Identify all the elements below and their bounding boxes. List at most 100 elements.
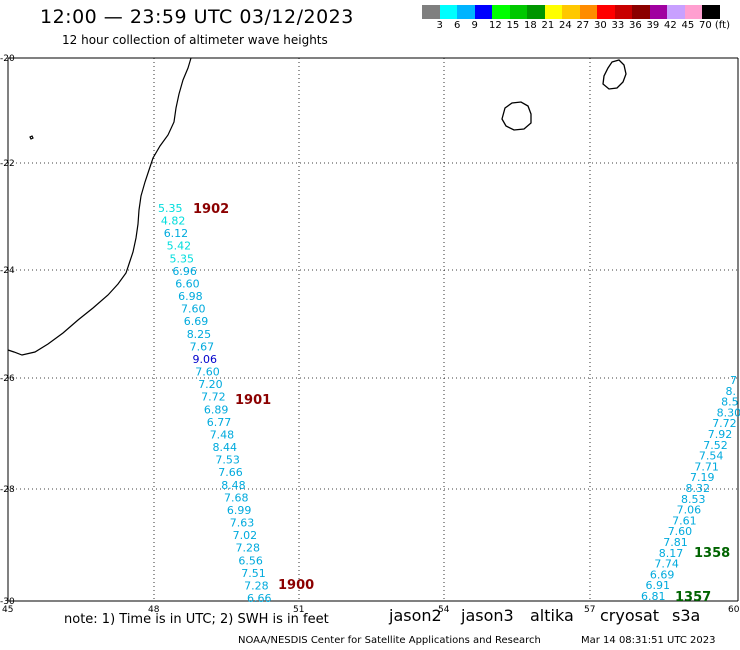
color-scale-label: 3	[436, 20, 443, 31]
satellite-jason2: jason2	[389, 606, 442, 625]
swh-value: 7.52	[703, 439, 728, 452]
swh-value: 7.60	[195, 366, 220, 379]
color-swatch	[649, 5, 667, 19]
color-swatch	[562, 5, 580, 19]
footer-timestamp: Mar 14 08:31:51 UTC 2023	[581, 635, 716, 646]
page-title: 12:00 — 23:59 UTC 03/12/2023	[40, 6, 354, 28]
satellite-altika: altika	[530, 606, 574, 625]
color-scale-label: 18	[524, 20, 537, 31]
swh-value: 5.35	[158, 202, 183, 215]
color-scale-label: 33	[611, 20, 625, 31]
latitude-tick-label: -20	[0, 54, 15, 64]
color-scale-legend	[422, 5, 720, 19]
color-scale-label: 9	[471, 20, 478, 31]
latitude-tick-label: -28	[0, 485, 15, 495]
color-scale-label: 45	[681, 20, 695, 31]
swh-value: 8.32	[686, 482, 711, 495]
swh-value: 6.89	[204, 403, 229, 416]
color-scale-label: 15	[506, 20, 520, 31]
swh-value: 6.98	[178, 290, 203, 303]
swh-value: 7.60	[181, 303, 206, 316]
swh-value: 7.19	[690, 471, 715, 484]
color-swatch	[457, 5, 475, 19]
color-scale-labels: 3 6 9 12 15 18 21 24 27 30 33 36 39 42 45 70 (ft)	[422, 20, 740, 34]
swh-value: 8.25	[187, 328, 212, 341]
swh-value: 6.69	[650, 568, 675, 581]
color-scale-label: 42	[664, 20, 677, 31]
east-altimeter-track: 6.816.916.697.748.177.817.607.617.068.53…	[641, 374, 740, 603]
longitude-tick-label: 48	[148, 605, 160, 615]
mauritius-island-outline	[602, 59, 627, 90]
swh-value: 6.91	[646, 579, 671, 592]
swh-value: 7.72	[201, 391, 226, 404]
color-scale-label: 12	[489, 20, 502, 31]
color-swatch	[492, 5, 510, 19]
swh-value: 6.69	[184, 315, 209, 328]
swh-value: 6.99	[227, 504, 252, 517]
color-swatch	[702, 5, 720, 19]
color-swatch	[474, 5, 492, 19]
satellite-cryosat: cryosat	[600, 606, 660, 625]
swh-value: 6.12	[164, 227, 189, 240]
color-scale-label: 21	[541, 20, 555, 31]
madagascar-coastline	[7, 57, 192, 356]
latitude-tick-label: -24	[0, 266, 15, 276]
swh-value: 7.92	[708, 428, 733, 441]
color-swatch	[579, 5, 597, 19]
color-scale-label: 6	[454, 20, 461, 31]
swh-value: 8.44	[213, 441, 238, 454]
color-scale-label: 27	[576, 20, 590, 31]
axis-tick-labels: 45 48 51 54 57 60 -20 -22 -24 -26 -28 -30	[0, 54, 740, 615]
color-swatch	[544, 5, 562, 19]
swh-value: 7.54	[699, 450, 724, 463]
longitude-tick-label: 54	[438, 605, 450, 615]
color-swatch	[439, 5, 457, 19]
reunion-island-outline	[501, 101, 532, 131]
color-swatch	[422, 5, 440, 19]
swh-value: 7.63	[230, 517, 255, 530]
longitude-tick-label: 60	[728, 605, 740, 615]
color-swatch	[632, 5, 650, 19]
swh-value: 7.74	[654, 558, 679, 571]
color-scale-label: 39	[646, 20, 660, 31]
swh-value: 7.72	[712, 417, 737, 430]
color-swatch	[614, 5, 632, 19]
color-swatch	[684, 5, 702, 19]
color-scale-label: 30	[594, 20, 607, 31]
color-scale-label: 70 (ft)	[699, 20, 730, 31]
swh-value: 6.96	[172, 265, 197, 278]
color-swatch	[597, 5, 615, 19]
page-subtitle: 12 hour collection of altimeter wave hei…	[62, 33, 328, 47]
color-swatch	[667, 5, 685, 19]
swh-value: 8.5	[721, 396, 739, 409]
color-scale-label: 24	[559, 20, 572, 31]
latitude-tick-label: -30	[0, 597, 15, 607]
track-time-label: 1357	[675, 590, 711, 605]
latitude-tick-label: -22	[0, 159, 15, 169]
track-time-label: 1900	[278, 578, 314, 593]
swh-value: 7.66	[218, 466, 243, 479]
swh-value: 9.06	[193, 353, 218, 366]
footer-note: note: 1) Time is in UTC; 2) SWH is in fe…	[64, 612, 329, 627]
swh-value: 7.48	[210, 429, 235, 442]
swh-value: 7.60	[668, 525, 693, 538]
swh-value: 7.71	[694, 460, 719, 473]
satellite-jason3: jason3	[461, 606, 514, 625]
longitude-tick-label: 57	[584, 605, 595, 615]
swh-value: 7.02	[233, 529, 258, 542]
swh-value: 7.61	[672, 514, 697, 527]
latitude-tick-label: -26	[0, 374, 15, 384]
swh-value: 7.20	[198, 378, 223, 391]
color-swatch	[527, 5, 545, 19]
swh-value: 7.28	[244, 579, 269, 592]
swh-value: 7.53	[215, 454, 240, 467]
west-altimeter-track: 5.354.826.125.425.356.966.606.987.606.69…	[158, 202, 272, 605]
swh-value: 5.42	[167, 240, 192, 253]
swh-value: 7.28	[236, 542, 261, 555]
islet-outline	[29, 135, 34, 140]
swh-value: 8.53	[681, 493, 706, 506]
swh-value: 8.	[726, 385, 737, 398]
track-time-label: 1358	[694, 546, 730, 561]
swh-value: 7.67	[190, 340, 215, 353]
